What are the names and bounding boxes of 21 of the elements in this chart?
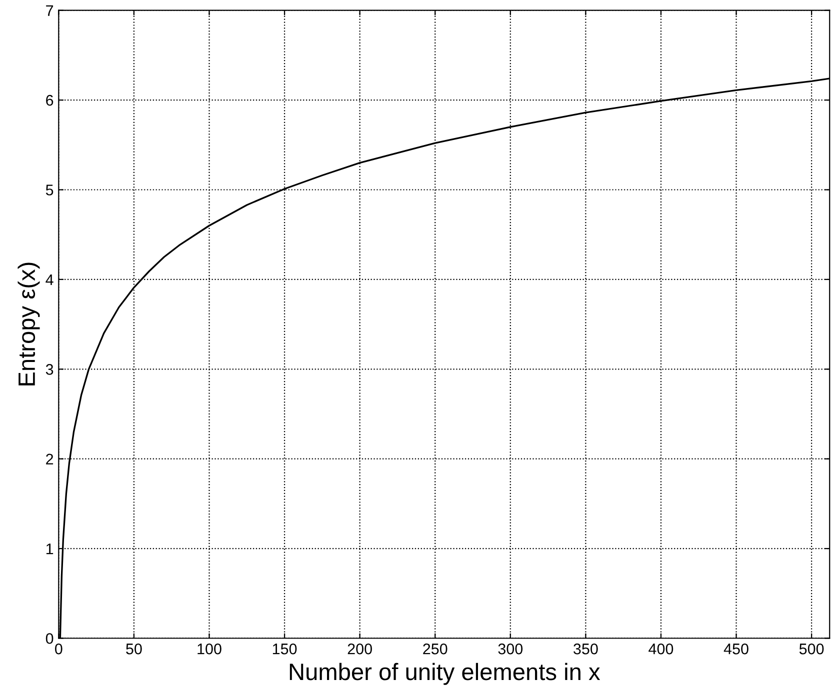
y-axis-title: Entropy ε(x) <box>18 262 40 386</box>
y-tick-label: 3 <box>46 364 54 375</box>
x-axis-title: Number of unity elements in x <box>290 662 600 685</box>
y-tick-label: 1 <box>46 544 54 554</box>
x-tick-label: 500 <box>799 644 824 654</box>
x-tick-label: 200 <box>348 644 372 654</box>
x-tick-label: 100 <box>198 644 222 654</box>
y-tick-label: 0 <box>46 633 54 644</box>
x-tick-label: 400 <box>648 644 674 654</box>
x-tick-label: 300 <box>498 644 523 654</box>
y-tick-label: 7 <box>46 5 54 16</box>
x-tick-label: 250 <box>423 644 448 654</box>
x-tick-label: 150 <box>272 644 297 654</box>
y-tick-label: 2 <box>46 454 54 464</box>
y-tick-label: 4 <box>46 274 54 285</box>
y-tick-label: 6 <box>46 94 54 106</box>
x-tick-label: 50 <box>126 644 142 654</box>
x-tick-label: 450 <box>724 644 748 654</box>
y-tick-label: 5 <box>46 184 54 196</box>
x-tick-label: 350 <box>574 644 598 654</box>
x-tick-label: 0 <box>55 644 62 654</box>
